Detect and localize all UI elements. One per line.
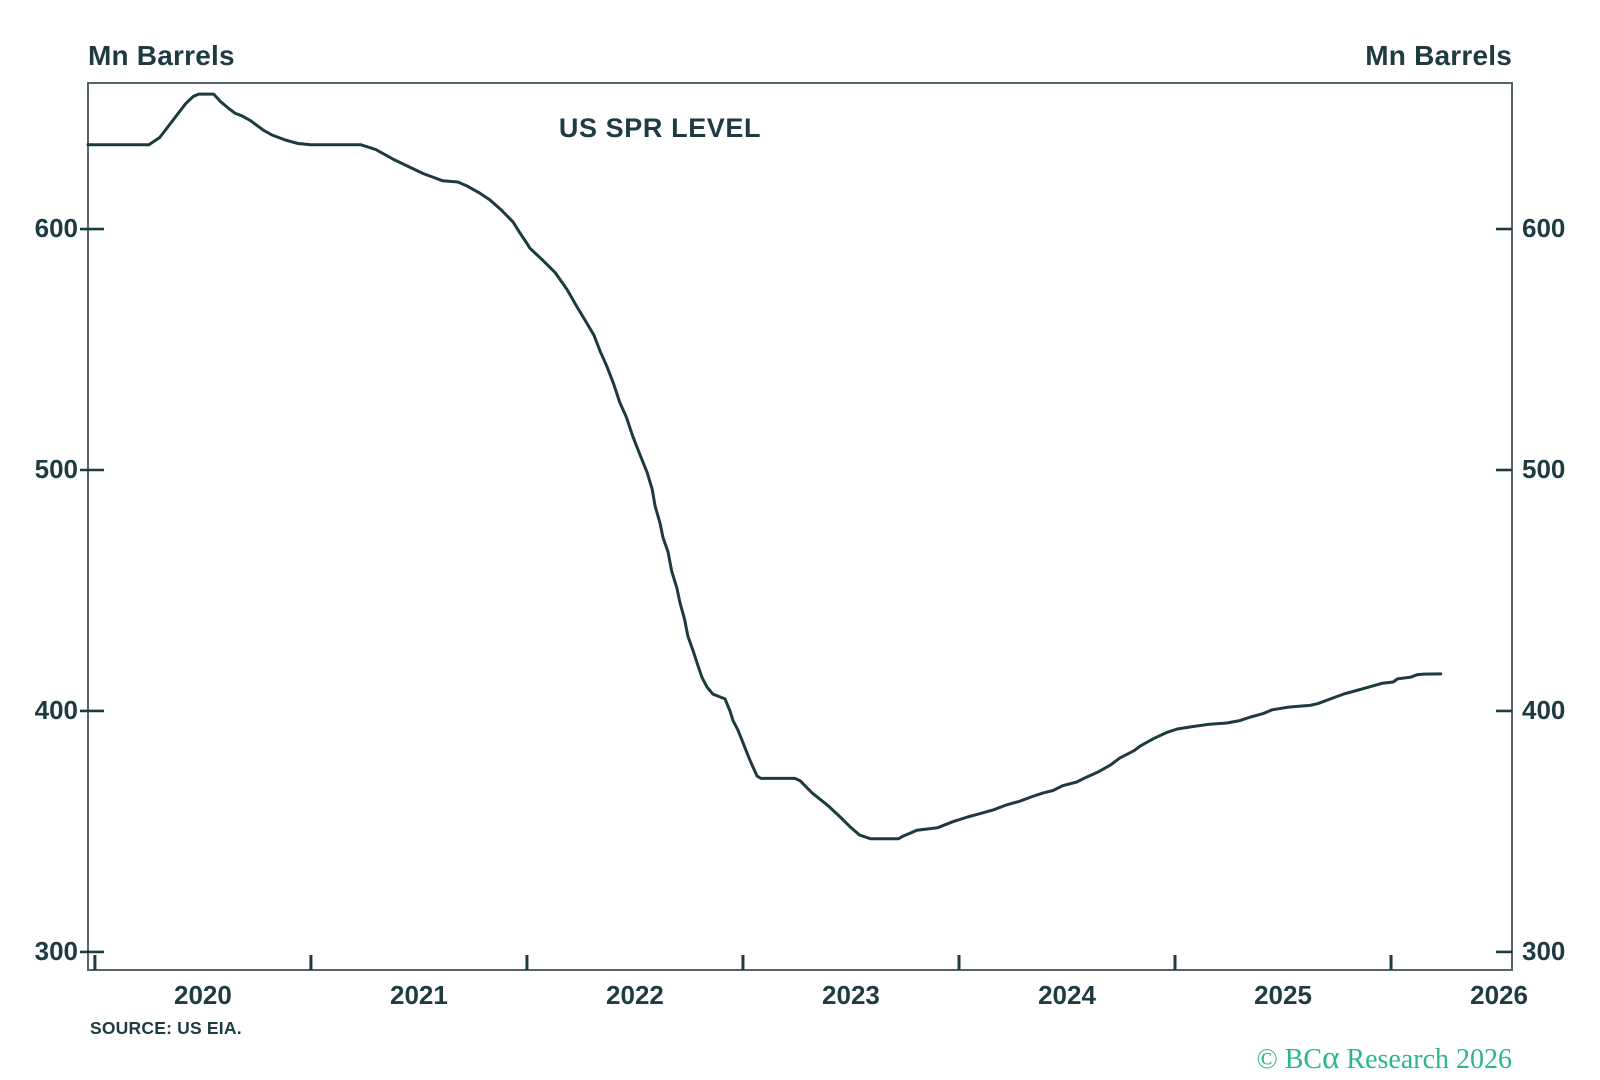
y-axis-label-left-600: 600 xyxy=(34,212,78,243)
copyright-note: © BCα Research 2026 xyxy=(1256,1041,1512,1076)
plot-frame xyxy=(87,82,1513,971)
y-axis-label-right-600: 600 xyxy=(1522,212,1566,243)
y-axis-label-right-400: 400 xyxy=(1522,694,1566,725)
right-axis-unit-label: Mn Barrels xyxy=(1365,40,1512,71)
y-axis-label-right-500: 500 xyxy=(1522,453,1566,484)
copyright-suffix: Research 2026 xyxy=(1339,1044,1512,1075)
left-axis-unit-label: Mn Barrels xyxy=(88,40,235,71)
spr-level-line xyxy=(86,92,1443,841)
x-axis-label-2023: 2023 xyxy=(822,980,880,1010)
chart-title: US SPR LEVEL xyxy=(558,113,762,143)
x-axis-label-2021: 2021 xyxy=(390,980,448,1010)
source-note: SOURCE: US EIA. xyxy=(90,1018,242,1038)
x-axis-label-2022: 2022 xyxy=(606,980,664,1010)
x-axis-label-2024: 2024 xyxy=(1038,980,1096,1010)
bca-alpha-glyph: α xyxy=(1322,1040,1340,1076)
copyright-prefix: © BC xyxy=(1256,1044,1323,1075)
y-axis-label-left-300: 300 xyxy=(34,935,78,966)
x-axis-label-2026: 2026 xyxy=(1470,980,1528,1010)
x-axis-label-2020: 2020 xyxy=(174,980,232,1010)
x-axis-label-2025: 2025 xyxy=(1254,980,1312,1010)
y-axis-label-left-500: 500 xyxy=(34,453,78,484)
y-axis-label-left-400: 400 xyxy=(34,694,78,725)
y-axis-label-right-300: 300 xyxy=(1522,935,1566,966)
